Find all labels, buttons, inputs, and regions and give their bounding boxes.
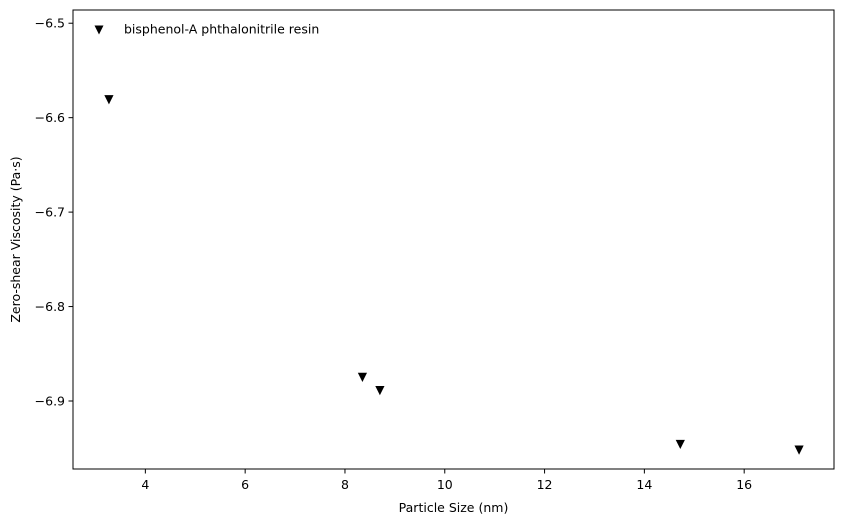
data-point: [375, 386, 385, 396]
x-tick-label: 6: [241, 477, 249, 492]
y-tick-label: −6.9: [35, 394, 65, 409]
data-point: [104, 95, 114, 105]
x-tick-label: 4: [141, 477, 149, 492]
y-tick-label: −6.5: [35, 16, 65, 31]
y-tick-label: −6.6: [35, 110, 65, 125]
x-tick-label: 10: [437, 477, 453, 492]
x-tick-label: 16: [736, 477, 752, 492]
x-tick-label: 8: [341, 477, 349, 492]
legend: bisphenol-A phthalonitrile resin: [94, 22, 319, 37]
y-tick-label: −6.7: [35, 205, 65, 220]
x-axis-label: Particle Size (nm): [399, 500, 509, 515]
data-point: [357, 372, 368, 382]
plot-frame: [72, 9, 835, 470]
y-axis-label: Zero-shear Viscosity (Pa·s): [8, 156, 23, 322]
data-point: [794, 445, 804, 455]
legend-label: bisphenol-A phthalonitrile resin: [124, 22, 319, 37]
x-tick-label: 14: [636, 477, 652, 492]
y-tick-label: −6.8: [35, 299, 65, 314]
data-point: [675, 439, 685, 450]
y-axis-ticks: −6.5 −6.6 −6.7 −6.8 −6.9: [35, 16, 73, 409]
data-points: [104, 95, 804, 455]
x-tick-label: 12: [537, 477, 553, 492]
legend-marker: [94, 25, 104, 35]
x-axis-ticks: 4 6 8 10 12 14 16: [141, 469, 752, 492]
